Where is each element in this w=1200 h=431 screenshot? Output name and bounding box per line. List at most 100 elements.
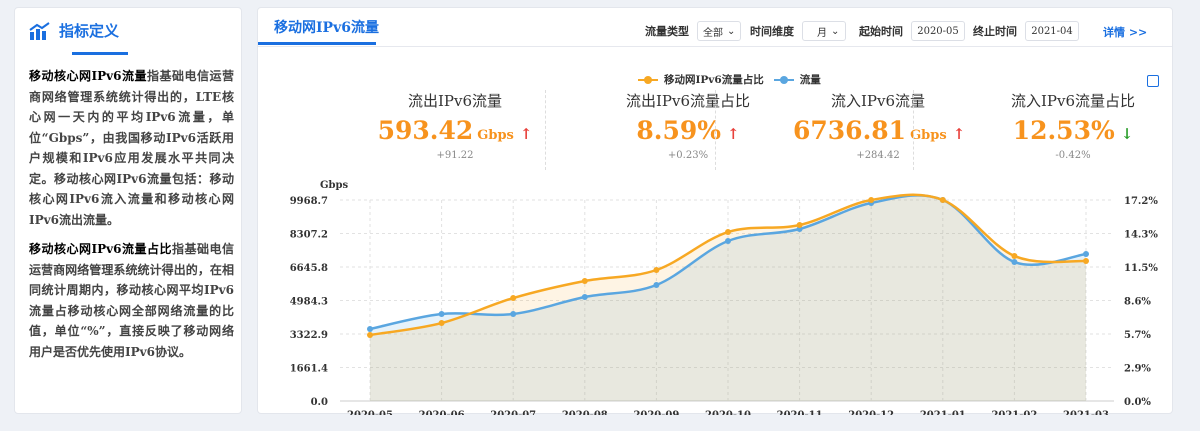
kpi-title: 流出IPv6流量: [407, 92, 503, 110]
x-tick-label: 2020-11: [777, 410, 823, 415]
kpi-separator: [913, 90, 914, 170]
definition-ratio: 移动核心网IPv6流量占比指基础电信运营商网络管理系统统计得出的，在相同统计周期…: [29, 239, 234, 362]
y2-tick-label: 11.5%: [1124, 263, 1158, 274]
data-point-ratio: [438, 320, 445, 327]
x-tick-label: 2020-10: [705, 410, 751, 415]
traffic-type-label: 流量类型: [645, 25, 689, 38]
kpi-card: 流入IPv6流量占比 12.53% ↓ -0.42%: [988, 90, 1158, 161]
data-point-traffic: [1083, 251, 1089, 258]
traffic-type-select[interactable]: 全部 ⌄: [697, 21, 742, 41]
end-time-label: 终止时间: [973, 25, 1017, 38]
data-point-ratio: [653, 266, 660, 273]
kpi-value-row: 8.59% ↑: [603, 116, 773, 145]
legend-marker-traffic: [773, 75, 794, 84]
arrow-up-icon: ↑: [519, 125, 533, 143]
data-point-traffic: [367, 325, 373, 332]
x-tick-label: 2021-03: [1063, 410, 1109, 415]
copy-icon[interactable]: [1147, 75, 1159, 87]
x-tick-label: 2020-12: [848, 410, 894, 415]
data-point-traffic: [725, 238, 731, 245]
y-tick-label: 1661.4: [290, 364, 328, 375]
arrow-up-icon: ↑: [727, 125, 740, 143]
x-tick-label: 2020-09: [633, 410, 679, 415]
kpi-card: 流出IPv6流量占比 8.59% ↑ +0.23%: [603, 90, 773, 161]
y-tick-label: 6645.8: [290, 263, 328, 274]
traffic-chart: 0.0 0.0% 1661.4 2.9% 3322.9 5.7% 4984.3 8.6% 664…: [290, 180, 1159, 415]
y-tick-label: 8307.2: [290, 230, 328, 241]
y2-tick-label: 0.0%: [1124, 397, 1151, 408]
y-tick-label: 0.0: [311, 397, 328, 408]
traffic-panel: 移动网IPv6流量 流量类型 全部 ⌄ 时间维度月 ⌄ 起始时间 2020-05 终止时…: [257, 7, 1173, 415]
kpi-value: 12.53%: [1012, 116, 1115, 145]
data-point-traffic: [438, 310, 445, 317]
start-time-control: 起始时间 2020-05: [859, 21, 965, 41]
legend-item-traffic[interactable]: 流量: [799, 74, 821, 86]
start-time-input[interactable]: 2020-05: [911, 21, 965, 41]
x-tick-label: 2021-02: [991, 410, 1037, 415]
data-point-ratio: [367, 331, 373, 338]
data-point-ratio: [1083, 258, 1089, 265]
chart-legend: 移动网IPv6流量占比 流量: [638, 72, 821, 87]
term-desc: 指基础电信运营商网络管理系统统计得出的，LTE核心网一天内的平均IPv6流量，单…: [29, 69, 234, 227]
time-dimension-select[interactable]: 月 ⌄: [802, 21, 847, 41]
time-dimension-label: 时间维度: [750, 25, 794, 38]
x-tick-label: 2020-07: [490, 410, 536, 415]
data-point-ratio: [725, 229, 731, 236]
x-tick-label: 2020-06: [419, 410, 465, 415]
divider: [258, 46, 1172, 47]
y-tick-label: 9968.7: [290, 196, 328, 207]
kpi-title: 流入IPv6流量: [830, 92, 926, 110]
indicator-definition-panel: 指标定义 移动核心网IPv6流量指基础电信运营商网络管理系统统计得出的，LTE核…: [14, 7, 242, 414]
kpi-separator: [715, 90, 716, 170]
term: 移动核心网IPv6流量占比: [29, 242, 172, 256]
kpi-delta: -0.42%: [1055, 150, 1091, 161]
y-tick-label: 3322.9: [290, 330, 328, 341]
arrow-down-icon: ↓: [1120, 125, 1134, 143]
kpi-title: 流入IPv6流量占比: [1010, 92, 1136, 110]
data-point-ratio: [939, 197, 946, 203]
kpi-separator: [545, 90, 546, 170]
definition-traffic: 移动核心网IPv6流量指基础电信运营商网络管理系统统计得出的，LTE核心网一天内…: [29, 66, 234, 230]
select-value: 月: [817, 27, 827, 39]
tab-underline: [258, 42, 376, 45]
start-time-label: 起始时间: [859, 25, 903, 38]
bar-chart-icon: [29, 21, 50, 40]
x-tick-label: 2021-01: [920, 410, 966, 415]
x-tick-label: 2020-08: [562, 410, 608, 415]
kpi-value: 6736.81: [793, 116, 907, 145]
series-area-1: [370, 195, 1086, 401]
tab-mobile-ipv6-traffic[interactable]: 移动网IPv6流量: [274, 20, 379, 36]
data-point-ratio: [510, 295, 517, 302]
x-tick-label: 2020-05: [347, 410, 393, 415]
panel-header: 指标定义: [29, 20, 119, 41]
detail-link[interactable]: 详情 >>: [1103, 26, 1148, 39]
series-area-0: [370, 194, 1086, 401]
kpi-value: 8.59%: [636, 116, 722, 145]
panel-title: 指标定义: [59, 22, 120, 40]
data-point-traffic: [510, 310, 517, 317]
y2-tick-label: 2.9%: [1124, 364, 1151, 375]
legend-item-ratio[interactable]: 移动网IPv6流量占比: [664, 74, 764, 86]
kpi-card: 流入IPv6流量 6736.81 Gbps ↑ +284.42: [793, 90, 965, 161]
y-axis-label: Gbps: [320, 180, 349, 191]
y2-tick-label: 14.3%: [1124, 230, 1158, 241]
traffic-type-control: 流量类型 全部 ⌄: [645, 21, 742, 41]
data-point-traffic: [1011, 258, 1018, 265]
data-point-ratio: [796, 222, 803, 229]
definition-text: 移动核心网IPv6流量指基础电信运营商网络管理系统统计得出的，LTE核心网一天内…: [29, 66, 234, 371]
kpi-value-row: 6736.81 Gbps ↑: [793, 116, 965, 145]
chevron-down-icon: ⌄: [831, 25, 840, 37]
data-point-ratio: [581, 277, 588, 284]
time-dimension-control: 时间维度月 ⌄: [750, 21, 847, 41]
kpi-value: 593.42: [377, 116, 474, 145]
select-value: 全部: [703, 27, 723, 39]
kpi-delta: +91.22: [436, 150, 474, 161]
kpi-value-row: 593.42 Gbps ↑: [370, 116, 540, 145]
end-time-input[interactable]: 2021-04: [1025, 21, 1079, 41]
kpi-delta: +0.23%: [667, 150, 709, 161]
kpi-value-row: 12.53% ↓: [988, 116, 1158, 145]
data-point-traffic: [653, 282, 660, 289]
term-desc: 指基础电信运营商网络管理系统统计得出的，在相同统计周期内，移动核心网平均IPv6…: [29, 242, 234, 359]
y2-tick-label: 5.7%: [1124, 330, 1151, 341]
title-underline: [72, 52, 128, 55]
